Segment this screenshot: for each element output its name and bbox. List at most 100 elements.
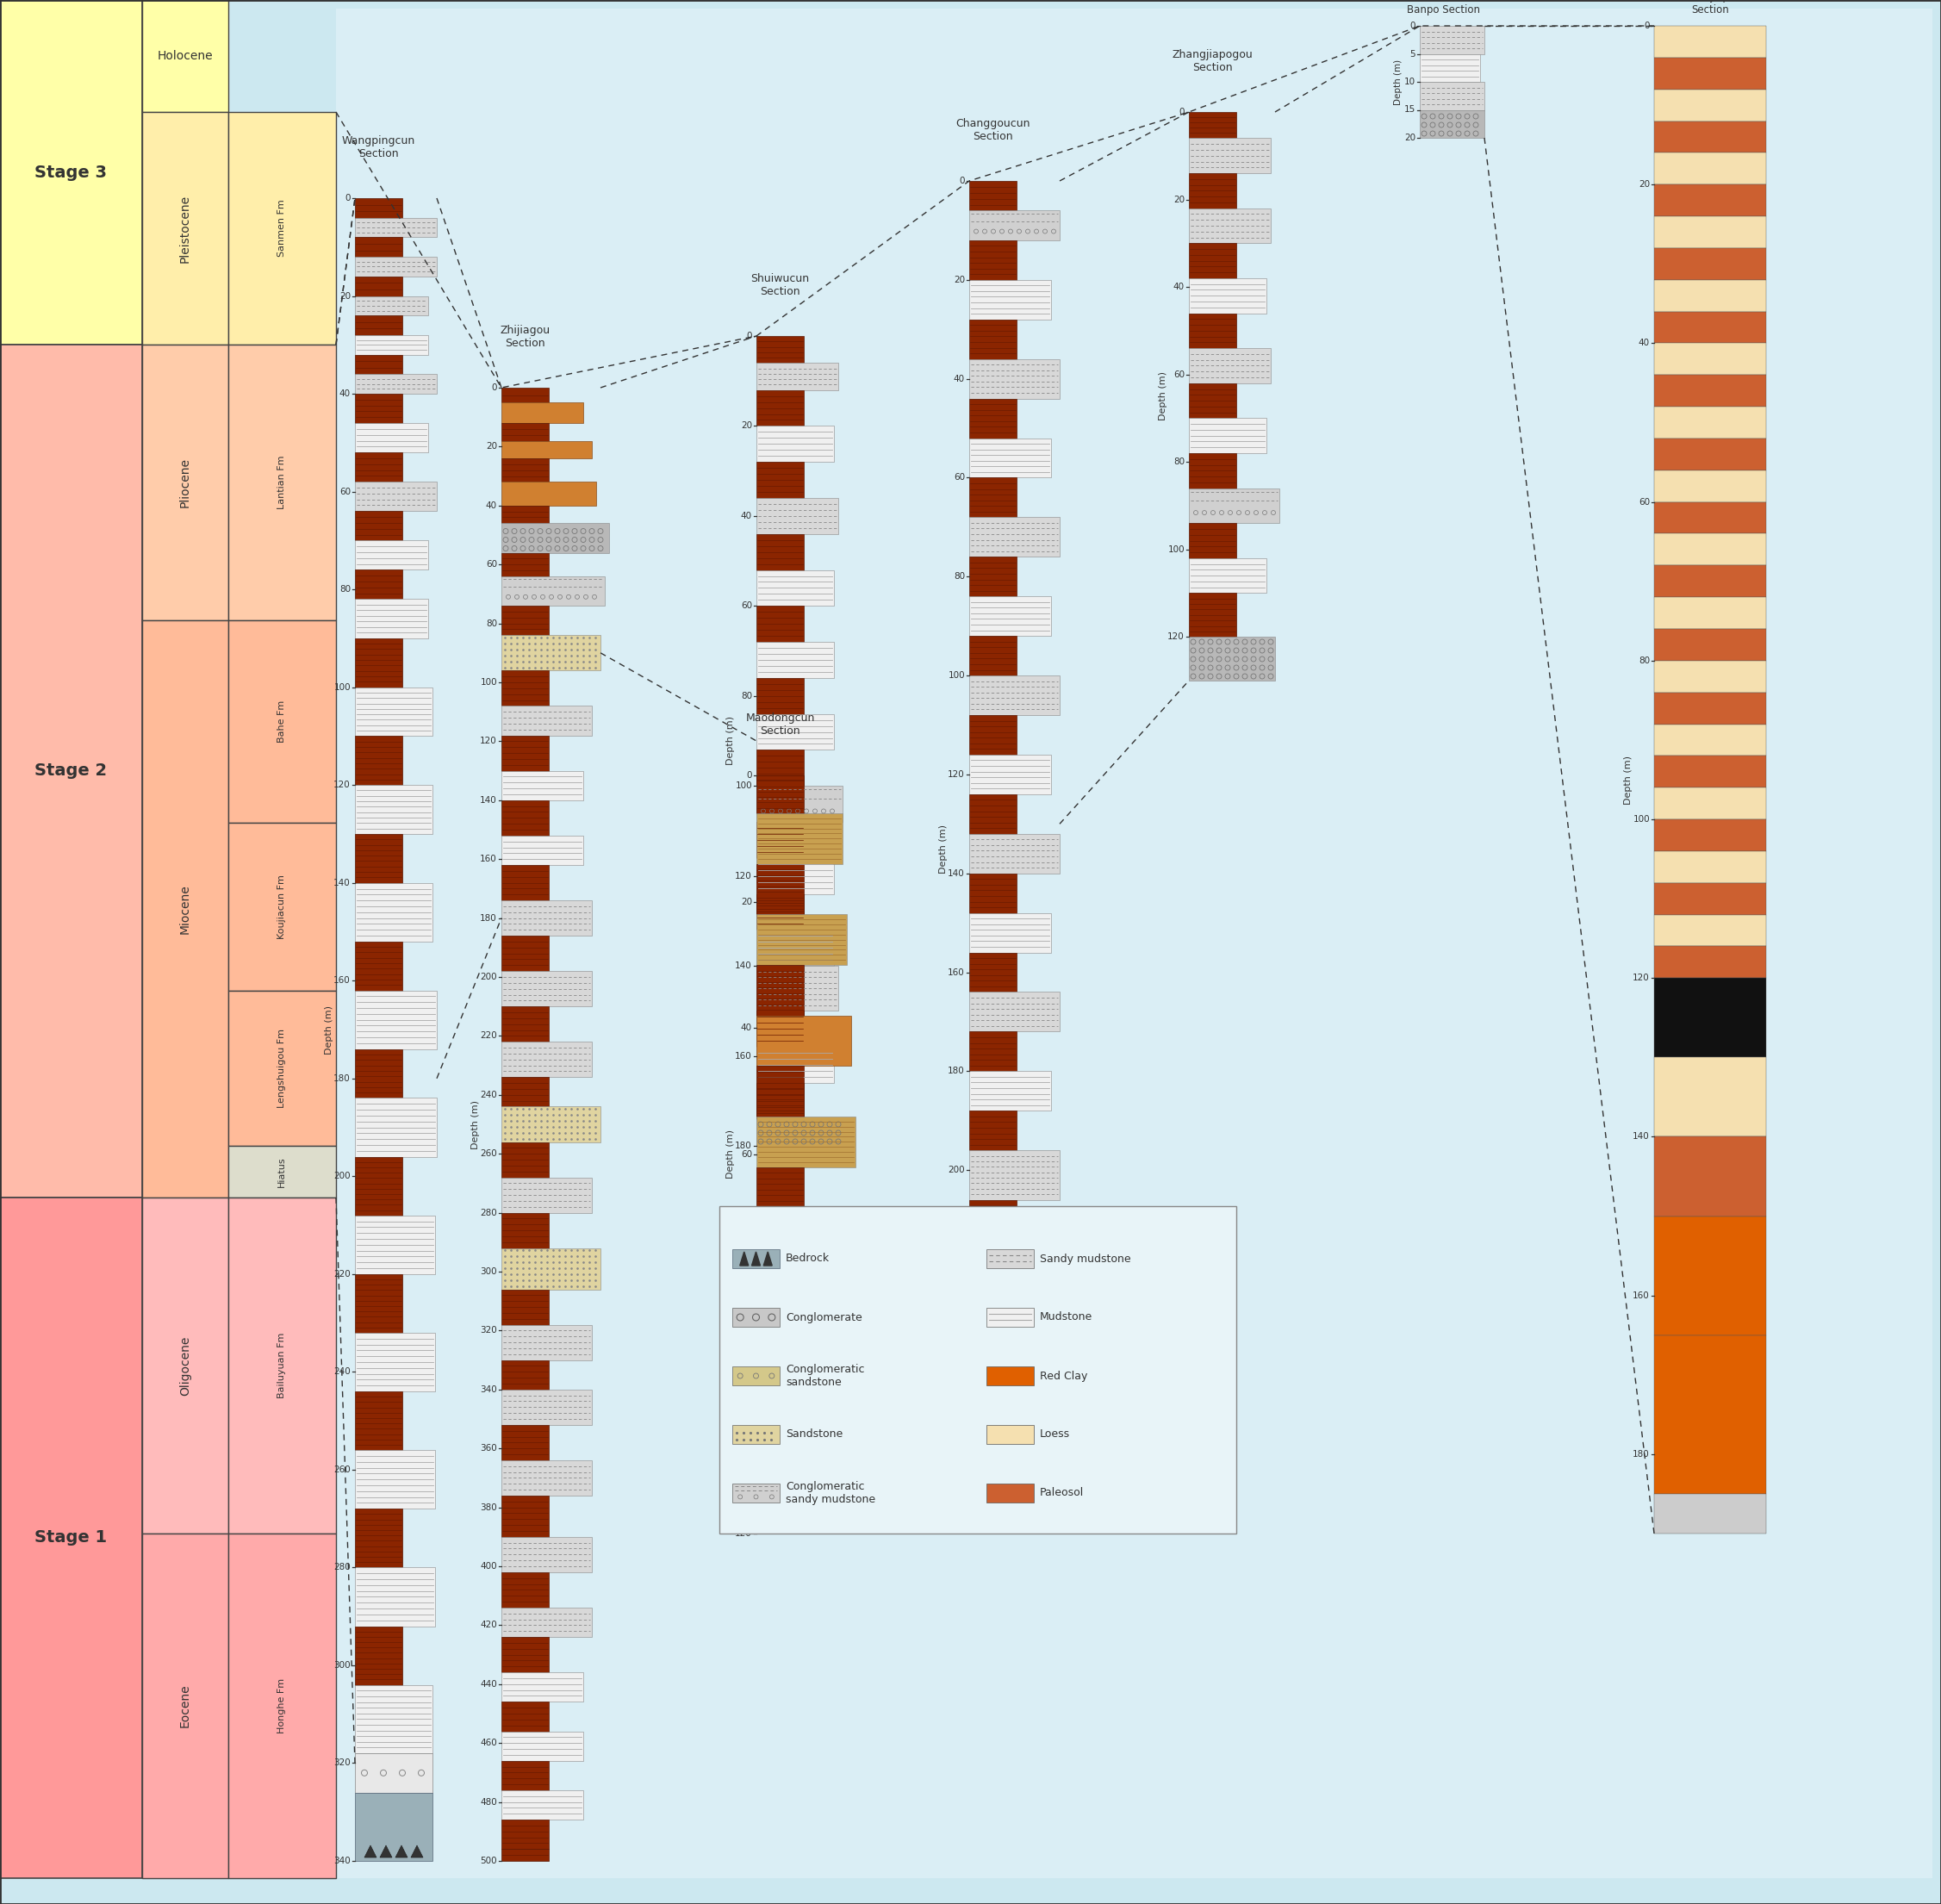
Bar <box>355 1626 402 1685</box>
Text: Depth (m): Depth (m) <box>1625 756 1632 803</box>
Bar <box>757 1047 835 1083</box>
Bar <box>969 596 1052 636</box>
Text: Pleistocene: Pleistocene <box>179 194 192 263</box>
Text: 220: 220 <box>947 1264 965 1274</box>
Bar <box>969 716 1017 754</box>
Bar <box>757 775 804 813</box>
Text: Zhangjiapogou
Section: Zhangjiapogou Section <box>1172 50 1254 72</box>
Bar <box>1190 348 1271 383</box>
Bar <box>355 1215 435 1274</box>
Text: 80: 80 <box>340 585 351 594</box>
Text: 240: 240 <box>334 1367 351 1377</box>
Text: Zhijiagou
Section: Zhijiagou Section <box>501 326 549 348</box>
Text: 280: 280 <box>479 1209 497 1217</box>
Text: 300: 300 <box>479 1268 497 1276</box>
Text: 180: 180 <box>947 1066 965 1076</box>
Bar <box>757 605 804 642</box>
Text: Red Clay: Red Clay <box>1040 1371 1087 1382</box>
Bar <box>501 524 609 552</box>
Bar <box>229 1146 336 1198</box>
Bar <box>229 345 336 621</box>
Text: 320: 320 <box>334 1759 351 1767</box>
Text: 120: 120 <box>1632 973 1650 982</box>
Bar <box>355 276 402 295</box>
Text: 200: 200 <box>334 1173 351 1180</box>
Text: 140: 140 <box>334 878 351 887</box>
Bar <box>501 552 549 577</box>
Bar <box>142 1533 229 1877</box>
Bar <box>501 1672 582 1702</box>
Bar <box>969 636 1017 676</box>
Bar <box>355 1099 437 1158</box>
Bar <box>501 771 582 800</box>
Bar <box>969 320 1017 360</box>
Bar <box>355 1685 433 1754</box>
Bar <box>501 1790 582 1820</box>
Text: 20: 20 <box>1403 133 1415 143</box>
Bar <box>757 1120 846 1146</box>
Text: Banpo Section: Banpo Section <box>1407 4 1481 15</box>
Bar <box>501 459 549 482</box>
Bar <box>1654 1137 1766 1217</box>
Bar <box>501 1142 549 1177</box>
Text: 40: 40 <box>741 1024 751 1032</box>
Bar <box>501 706 592 735</box>
Bar <box>969 992 1060 1032</box>
Polygon shape <box>411 1845 423 1858</box>
Text: 440: 440 <box>479 1679 497 1689</box>
Bar <box>969 438 1052 478</box>
Text: Depth (m): Depth (m) <box>324 1005 334 1055</box>
Bar <box>501 636 600 670</box>
Bar <box>757 364 839 390</box>
Bar <box>1190 278 1266 312</box>
Bar <box>969 398 1017 438</box>
Bar <box>355 1508 402 1567</box>
Bar <box>501 1637 549 1672</box>
Text: 240: 240 <box>479 1091 497 1099</box>
Bar <box>757 426 835 463</box>
Bar <box>142 112 229 345</box>
Bar <box>355 1049 402 1099</box>
Text: 40: 40 <box>1172 282 1184 291</box>
Text: 40: 40 <box>340 390 351 398</box>
Text: Lantian Fm: Lantian Fm <box>278 455 285 510</box>
Text: 60: 60 <box>741 1150 751 1160</box>
Bar <box>1190 453 1236 487</box>
Text: 60: 60 <box>741 602 751 611</box>
Bar <box>1654 693 1766 724</box>
Text: Depth (m): Depth (m) <box>1394 59 1403 105</box>
Bar <box>501 1607 592 1637</box>
Text: Hiatus: Hiatus <box>278 1156 285 1186</box>
Text: 320: 320 <box>479 1327 497 1335</box>
Bar <box>355 569 402 600</box>
Bar <box>969 1417 1052 1466</box>
Bar <box>355 1333 435 1392</box>
Text: 80: 80 <box>485 619 497 628</box>
Bar <box>501 1495 549 1537</box>
Text: 140: 140 <box>947 868 965 878</box>
Bar <box>1419 27 1485 53</box>
Text: 0: 0 <box>1409 21 1415 30</box>
Bar <box>0 1198 142 1877</box>
Bar <box>732 1424 780 1443</box>
Text: Changgoucun
Section: Changgoucun Section <box>955 118 1031 143</box>
Bar <box>986 1249 1035 1268</box>
Bar <box>969 211 1060 240</box>
Bar <box>1654 979 1766 1057</box>
Bar <box>1190 139 1271 173</box>
Bar <box>969 1032 1017 1072</box>
Text: 120: 120 <box>479 737 497 746</box>
Text: Loess: Loess <box>1040 1428 1069 1439</box>
Text: 340: 340 <box>479 1386 497 1394</box>
Bar <box>732 1367 780 1386</box>
Bar <box>1190 487 1279 524</box>
Text: 60: 60 <box>340 487 351 495</box>
Bar <box>355 482 437 510</box>
Text: Pliocene: Pliocene <box>179 457 192 508</box>
Bar <box>969 518 1060 556</box>
Bar <box>757 1508 852 1533</box>
Bar <box>355 941 402 990</box>
Bar <box>355 510 402 541</box>
Text: 0: 0 <box>959 177 965 185</box>
Bar <box>757 1015 852 1066</box>
